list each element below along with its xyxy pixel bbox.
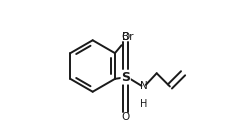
Text: N: N	[140, 81, 147, 91]
Text: Br: Br	[122, 32, 134, 42]
Text: O: O	[122, 32, 130, 42]
Text: H: H	[140, 99, 147, 109]
Text: S: S	[121, 71, 130, 84]
Text: O: O	[122, 112, 130, 122]
